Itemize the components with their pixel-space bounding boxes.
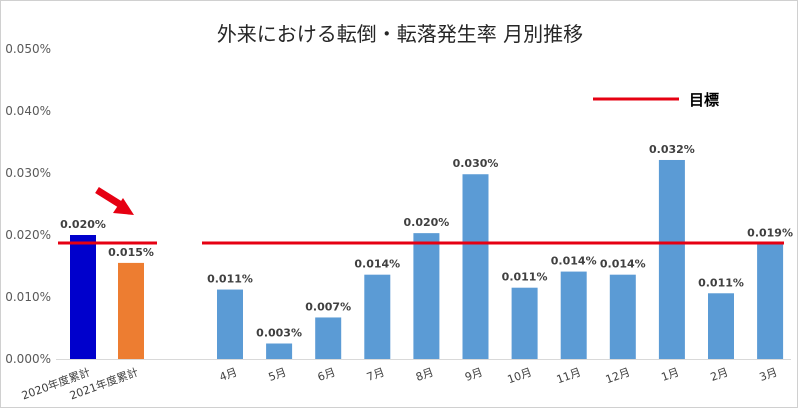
x-tick-label: 3月: [758, 366, 779, 384]
x-tick-label: 4月: [218, 366, 239, 384]
x-tick-label: 8月: [414, 366, 435, 384]
x-tick-label: 2月: [709, 366, 730, 384]
y-tick-label: 0.020%: [5, 228, 51, 242]
bar: [757, 243, 784, 359]
arrow-head: [113, 198, 134, 215]
y-axis: 0.000% 0.010% 0.020% 0.030% 0.040% 0.050%: [5, 42, 51, 366]
annotation-arrow: [95, 187, 134, 215]
data-label: 0.011%: [207, 273, 253, 286]
legend-target-label: 目標: [689, 91, 719, 109]
data-label: 0.030%: [453, 157, 499, 170]
bar: [708, 293, 734, 359]
x-tick-label: 9月: [463, 366, 484, 384]
bar: [413, 233, 440, 359]
data-label: 0.032%: [649, 143, 695, 156]
data-label: 0.014%: [551, 255, 597, 268]
bar: [118, 262, 144, 359]
y-tick-label: 0.010%: [5, 290, 51, 304]
bar: [560, 271, 587, 359]
data-label: 0.011%: [698, 276, 744, 289]
x-tick-label: 12月: [604, 366, 632, 387]
bar: [609, 274, 636, 359]
data-label: 0.019%: [747, 227, 793, 240]
data-label: 0.011%: [502, 271, 548, 284]
x-tick-label: 7月: [365, 366, 386, 384]
y-tick-label: 0.040%: [5, 104, 51, 118]
bar: [315, 317, 342, 359]
bar: [364, 274, 391, 359]
y-tick-label: 0.000%: [5, 352, 51, 366]
chart-title: 外来における転倒・転落発生率 月別推移: [217, 22, 583, 46]
data-label: 0.015%: [108, 246, 154, 259]
data-label: 0.007%: [305, 300, 351, 313]
x-tick-label: 5月: [267, 366, 288, 384]
bar: [658, 159, 685, 359]
bar: [462, 174, 489, 359]
data-label: 0.014%: [354, 258, 400, 271]
x-tick-label: 6月: [316, 366, 337, 384]
bar: [266, 343, 293, 359]
x-tick-label: 10月: [506, 366, 534, 387]
x-tick-label: 11月: [555, 366, 583, 387]
arrow-shaft: [95, 187, 123, 208]
legend: 目標: [593, 91, 719, 109]
data-label: 0.020%: [403, 216, 449, 229]
x-tick-label: 1月: [660, 366, 681, 384]
data-label: 0.014%: [600, 258, 646, 271]
data-labels: 0.020% 0.015% 0.011% 0.003% 0.007% 0.014% 0.02…: [60, 143, 793, 340]
bar: [511, 287, 538, 359]
data-label: 0.003%: [256, 327, 302, 340]
bar: [217, 289, 243, 359]
y-tick-label: 0.030%: [5, 166, 51, 180]
y-tick-label: 0.050%: [5, 42, 51, 56]
data-label: 0.020%: [60, 218, 106, 231]
bar: [70, 235, 96, 359]
bar-series: [70, 159, 784, 359]
